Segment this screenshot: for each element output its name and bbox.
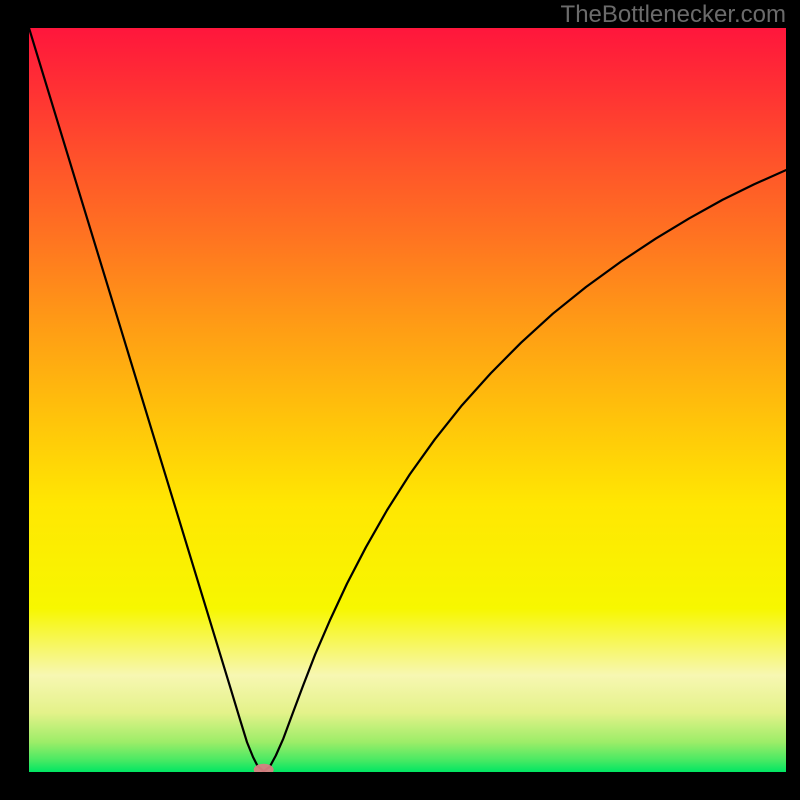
chart-frame: TheBottlenecker.com bbox=[0, 0, 800, 800]
plot-area bbox=[29, 28, 786, 772]
plot-svg bbox=[29, 28, 786, 772]
watermark-text: TheBottlenecker.com bbox=[561, 1, 786, 29]
